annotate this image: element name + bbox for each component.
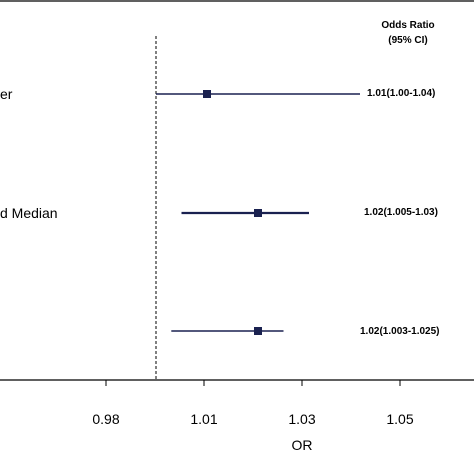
row-label-1: er xyxy=(0,86,13,102)
x-tick-label-4: 1.05 xyxy=(386,411,414,427)
x-tick-marks xyxy=(105,380,401,386)
x-tick-label-1: 0.98 xyxy=(92,411,120,427)
header-ci: (95% CI) xyxy=(388,35,428,46)
point-estimate-3 xyxy=(254,327,262,335)
x-tick-label-3: 1.03 xyxy=(288,411,316,427)
row-label-2: d Median xyxy=(0,205,58,221)
point-estimate-2 xyxy=(254,209,262,217)
ci-text-3: 1.02(1.003-1.025) xyxy=(360,326,440,337)
x-axis-label: OR xyxy=(291,437,313,453)
ci-text-2: 1.02(1.005-1.03) xyxy=(364,207,438,218)
forest-rows xyxy=(156,90,360,335)
x-tick-label-2: 1.01 xyxy=(190,411,218,427)
ci-text-1: 1.01(1.00-1.04) xyxy=(367,88,436,99)
header-odds-ratio: Odds Ratio xyxy=(381,20,435,31)
point-estimate-1 xyxy=(203,90,211,98)
